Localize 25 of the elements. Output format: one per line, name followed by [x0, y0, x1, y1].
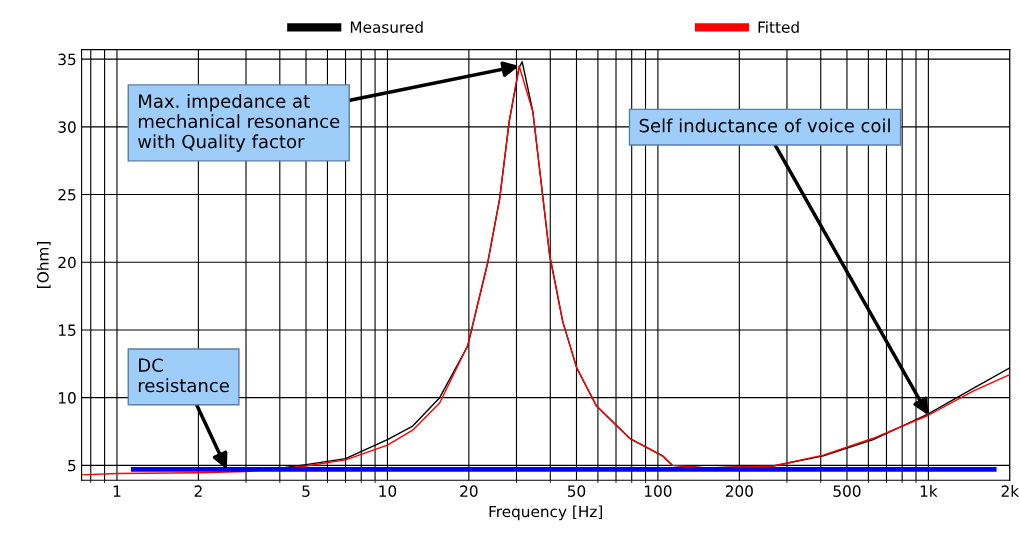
x-tick-label: 50 [567, 485, 586, 497]
y-tick-label: 5 [68, 460, 76, 472]
y-axis-title: [Ohm] [36, 242, 51, 288]
x-axis-title: Frequency [Hz] [489, 505, 602, 521]
y-tick-label: 10 [58, 392, 76, 404]
y-tick-label: 15 [58, 324, 76, 336]
x-tick-label: 2 [194, 485, 202, 497]
annotation: DC resistance [138, 358, 229, 393]
x-tick-label: 1k [920, 485, 938, 497]
y-tick-label: 35 [58, 53, 76, 66]
x-tick-label: 10 [379, 485, 397, 497]
x-tick-label: 500 [833, 485, 861, 497]
legend-label: Fitted [758, 21, 799, 33]
x-tick-label: 1 [113, 485, 121, 497]
x-tick-label: 200 [725, 485, 753, 497]
y-tick-label: 25 [58, 189, 76, 201]
x-tick-label: 20 [460, 485, 478, 497]
annotation: Self inductance of voice coil [639, 118, 890, 133]
x-tick-label: 100 [645, 485, 672, 497]
y-tick-label: 30 [58, 121, 76, 133]
annotation: Max. impedance at mechanical resonance with Quality factor [138, 93, 340, 152]
legend-label: Measured [350, 21, 423, 33]
y-tick-label: 20 [58, 256, 76, 269]
x-tick-label: 5 [302, 485, 310, 497]
x-tick-label: 2k [1001, 485, 1020, 497]
